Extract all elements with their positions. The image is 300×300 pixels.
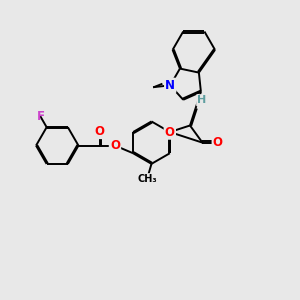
Text: F: F — [37, 110, 44, 123]
Text: O: O — [110, 139, 120, 152]
Text: N: N — [165, 79, 175, 92]
Text: O: O — [95, 125, 105, 138]
Text: O: O — [165, 125, 175, 139]
Text: H: H — [197, 95, 206, 105]
Text: CH₃: CH₃ — [137, 174, 157, 184]
Text: O: O — [213, 136, 223, 149]
